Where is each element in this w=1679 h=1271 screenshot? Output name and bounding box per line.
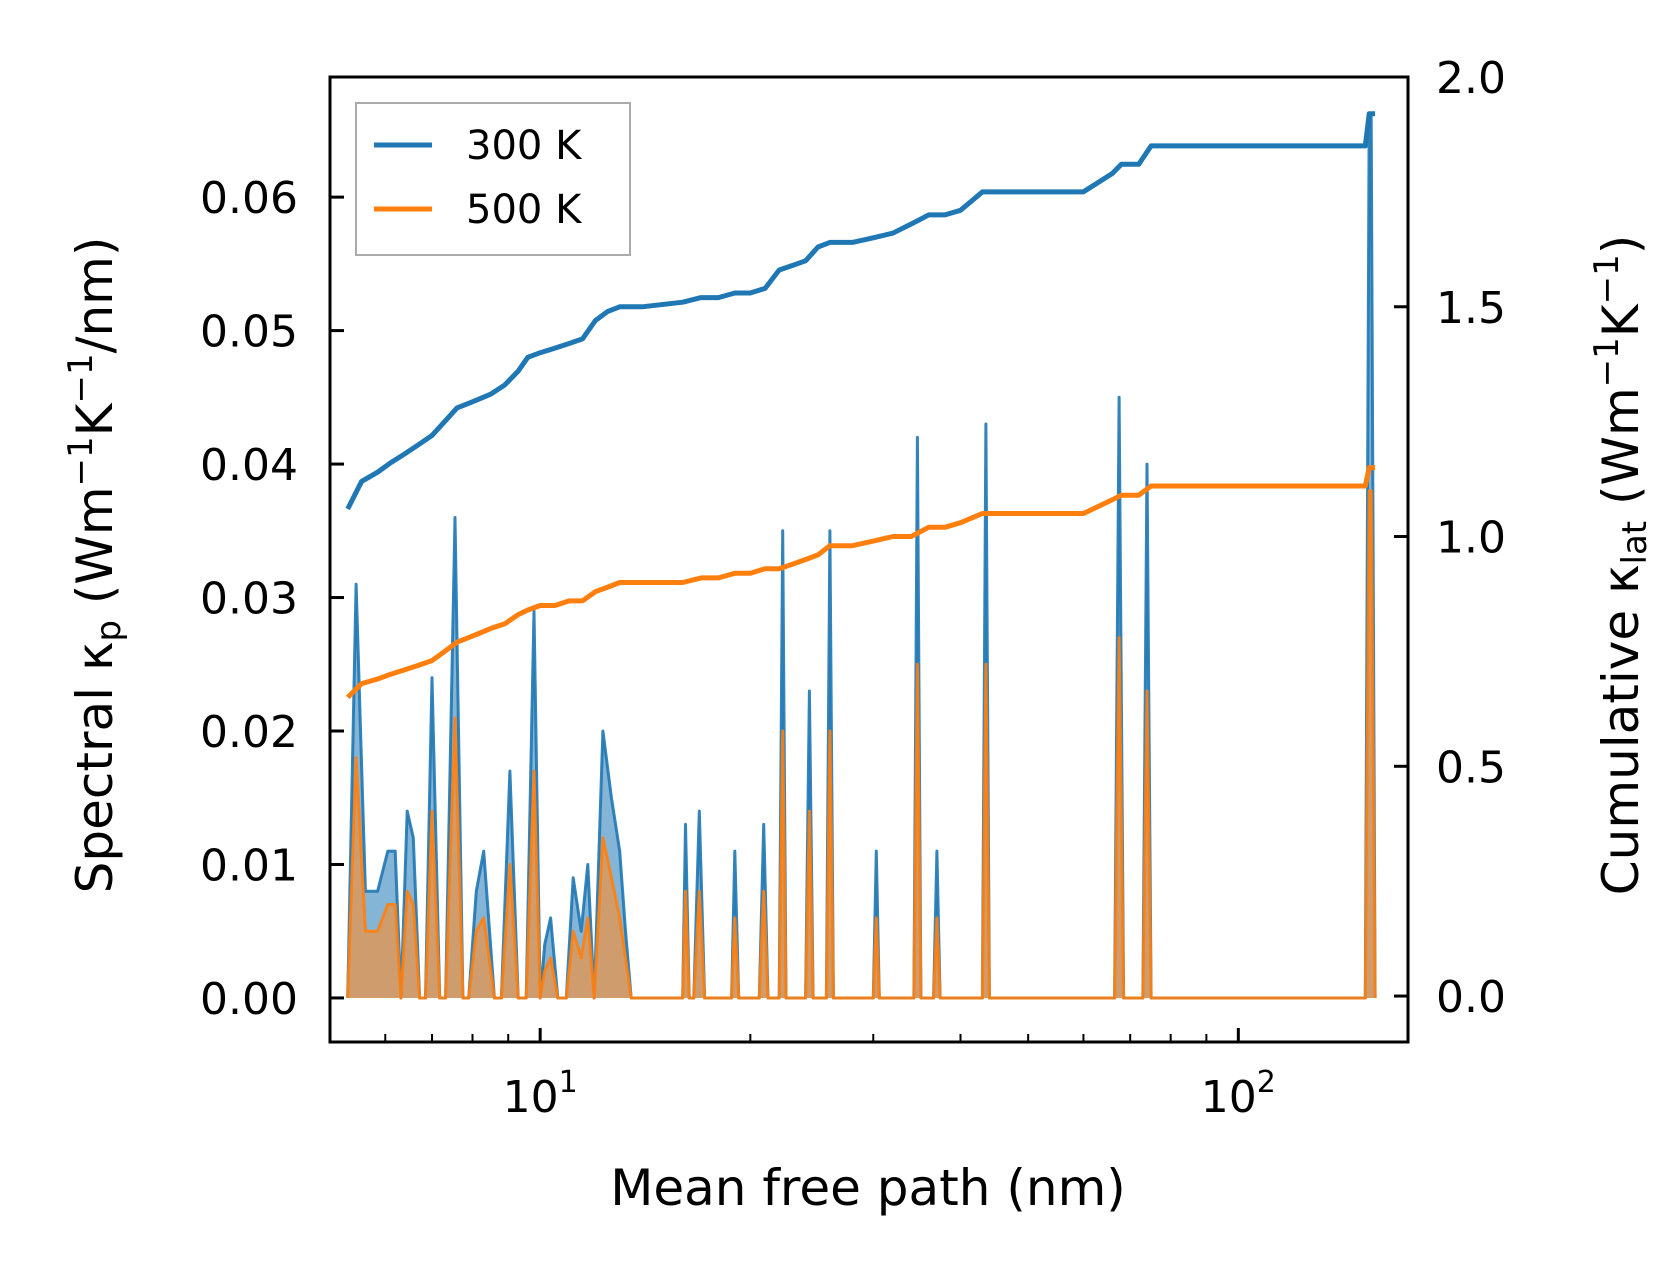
- spectral-fill-500k: [347, 490, 1376, 998]
- legend-box: [355, 102, 631, 256]
- right-axis-label-sup1: −1: [1587, 337, 1627, 387]
- right-y-tick-label: 0.0: [1436, 972, 1506, 1023]
- right-y-tick-label: 2.0: [1436, 53, 1506, 104]
- x-tick-label: 102: [1201, 1065, 1276, 1123]
- cumulative-line-500k: [345, 465, 1376, 700]
- left-axis-label-sup1: −1: [61, 436, 101, 486]
- plot-area: [345, 111, 1377, 1000]
- spectral-line-500k: [346, 489, 1377, 1000]
- legend-label-300: 300 K: [466, 123, 583, 169]
- left-y-tick-label: 0.05: [200, 307, 298, 358]
- left-y-tick-label: 0.02: [200, 707, 298, 758]
- left-y-tick-label: 0.03: [200, 574, 298, 625]
- left-y-tick-label: 0.04: [200, 440, 298, 491]
- x-axis-label: Mean free path (nm): [610, 1159, 1126, 1217]
- left-y-tick-label: 0.01: [200, 840, 298, 891]
- left-axis-label-pre: Spectral κ: [66, 642, 124, 894]
- right-y-tick-label: 1.5: [1436, 283, 1506, 334]
- right-y-tick-label: 1.0: [1436, 513, 1506, 564]
- right-y-tick-label: 0.5: [1436, 742, 1506, 793]
- x-tick-label-exp: 2: [1257, 1065, 1276, 1100]
- left-y-tick-label: 0.06: [200, 173, 298, 224]
- x-tick-label: 101: [503, 1065, 578, 1123]
- legend: 300 K 500 K: [355, 102, 631, 256]
- right-axis-label-sup2: −1: [1587, 254, 1627, 304]
- plot-frame: [328, 75, 1410, 1044]
- legend-label-500: 500 K: [466, 187, 583, 233]
- left-axis-label-mid2: K: [66, 402, 124, 436]
- left-y-tick-label: 0.00: [200, 974, 298, 1025]
- cumulative-line-300k: [345, 111, 1376, 511]
- x-tick-label-base: 10: [1201, 1072, 1257, 1123]
- x-axis: 101 102: [329, 1028, 1276, 1123]
- left-axis-label-mid: (Wm: [66, 486, 124, 620]
- left-axis-label-sup2: −1: [61, 353, 101, 403]
- right-axis-label-sub: lat: [1615, 521, 1655, 565]
- right-axis-label-pre: Cumulative κ: [1592, 564, 1650, 895]
- left-axis-label: Spectral κp (Wm−1K−1/nm): [61, 237, 129, 894]
- left-axis-label-sub: p: [89, 620, 129, 642]
- y-axis-left: 0.00 0.01 0.02 0.03 0.04 0.05 0.06: [200, 173, 344, 1025]
- left-axis-label-post: /nm): [66, 237, 124, 354]
- right-axis-label-mid: (Wm: [1592, 387, 1650, 521]
- axes-frame: [328, 75, 1410, 1044]
- right-axis-label: Cumulative κlat (Wm−1K−1): [1587, 235, 1655, 895]
- right-axis-label-post: ): [1592, 235, 1650, 255]
- x-tick-label-base: 10: [503, 1072, 559, 1123]
- right-axis-label-mid2: K: [1592, 303, 1650, 337]
- x-tick-label-exp: 1: [559, 1065, 578, 1100]
- y-axis-right: 0.0 0.5 1.0 1.5 2.0: [1394, 53, 1506, 1023]
